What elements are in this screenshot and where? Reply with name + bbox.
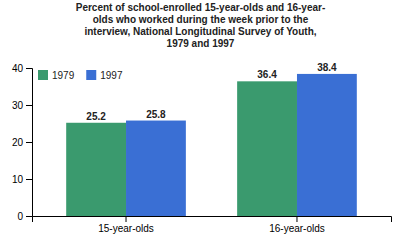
x-tick-label: 15-year-olds (98, 223, 154, 234)
x-axis: 15-year-olds 16-year-olds (33, 216, 392, 234)
axis-line (33, 217, 392, 223)
bar (297, 74, 357, 216)
y-tick-mark (26, 179, 32, 180)
x-tick-label: 16-year-olds (269, 223, 325, 234)
y-tick-label: 20 (12, 137, 24, 148)
x-tick: 15-year-olds (98, 216, 154, 234)
data-label: 36.4 (257, 69, 277, 80)
legend-swatch (86, 70, 96, 80)
axis-line (26, 69, 33, 217)
data-labels: 25.2 36.4 25.8 38.4 (86, 62, 337, 122)
bar (126, 121, 186, 216)
y-tick-label: 10 (12, 174, 24, 185)
legend-label: 1997 (100, 70, 123, 81)
y-tick-mark (26, 216, 32, 217)
bar (237, 81, 297, 216)
y-tick-mark (26, 142, 32, 143)
y-tick-label: 0 (17, 211, 23, 222)
y-tick-mark (26, 105, 32, 106)
y-tick-label: 30 (12, 100, 24, 111)
legend-swatch (38, 70, 48, 80)
bar (66, 123, 126, 216)
y-tick-mark (26, 68, 32, 69)
title: Percent of school-enrolled 15-year-olds … (76, 2, 326, 49)
data-label: 25.2 (86, 111, 106, 122)
legend-item: 1979 (38, 70, 75, 81)
legend-item: 1997 (86, 70, 123, 81)
bars (66, 74, 357, 216)
y-tick-label: 40 (12, 63, 24, 74)
data-label: 38.4 (317, 62, 337, 73)
y-tick: 30 (12, 100, 32, 111)
y-tick: 20 (12, 137, 32, 148)
plot: 0 10 20 30 40 15-year-olds 16-year-olds 25.2 36.… (12, 62, 392, 234)
y-tick: 0 (17, 211, 32, 222)
y-tick: 10 (12, 174, 32, 185)
x-tick-mark (126, 216, 127, 222)
legend: 1979 1997 (38, 70, 123, 81)
data-label: 25.8 (146, 109, 166, 120)
x-tick-mark (296, 216, 297, 222)
y-tick: 40 (12, 63, 32, 74)
x-tick: 16-year-olds (269, 216, 325, 234)
chart: Percent of school-enrolled 15-year-olds … (0, 0, 401, 238)
legend-label: 1979 (52, 70, 75, 81)
y-axis: 0 10 20 30 40 (12, 63, 33, 222)
